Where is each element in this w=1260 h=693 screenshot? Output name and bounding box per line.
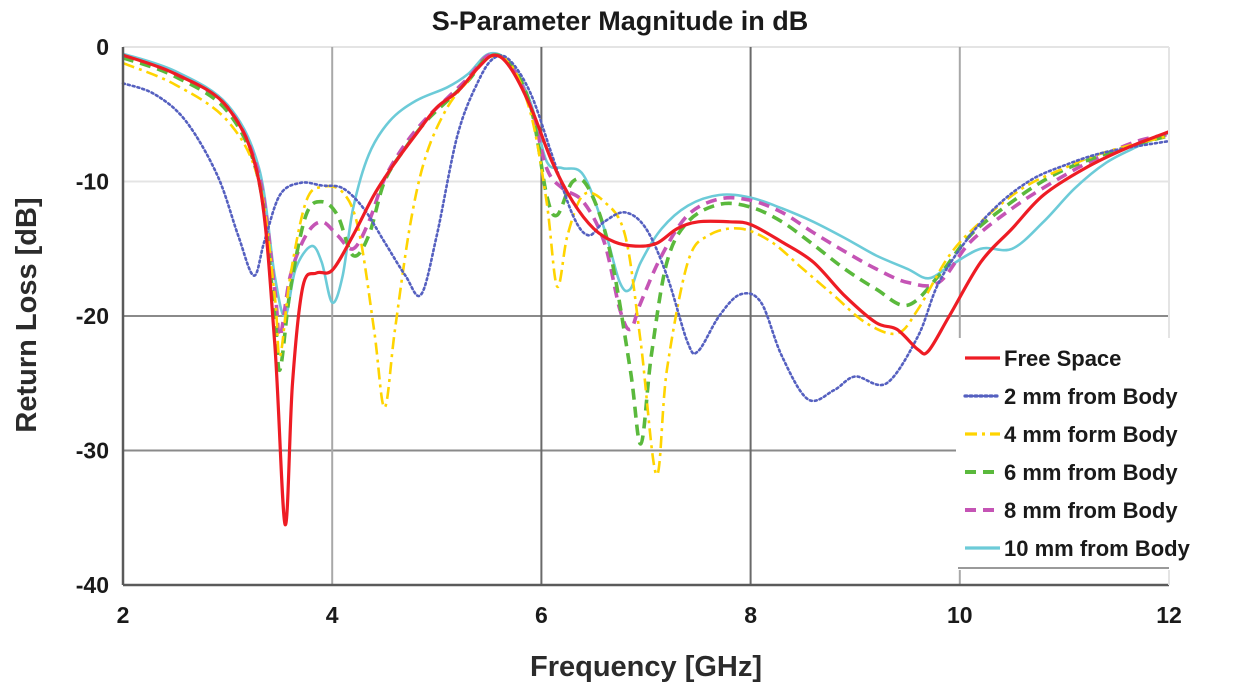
series-line-4-mm-form-body [122, 54, 1170, 477]
x-tick-label: 4 [326, 602, 339, 628]
series-line-2-mm-from-body [121, 54, 1171, 403]
legend-label: 8 mm from Body [1004, 498, 1178, 523]
y-tick-label: -30 [76, 438, 109, 464]
series-line-free-space [122, 53, 1170, 527]
x-tick-label: 10 [947, 602, 973, 628]
legend-label: Free Space [1004, 346, 1121, 371]
x-tick-label: 2 [117, 602, 130, 628]
legend: Free Space 2 mm from Body 4 mm form Body 6 … [956, 338, 1254, 570]
chart-title: S-Parameter Magnitude in dB [432, 6, 809, 36]
x-tick-label: 6 [535, 602, 548, 628]
legend-label: 6 mm from Body [1004, 460, 1178, 485]
legend-label: 4 mm form Body [1004, 422, 1178, 447]
y-tick-label: -40 [76, 572, 109, 598]
legend-label: 2 mm from Body [1004, 384, 1178, 409]
y-tick-label: -10 [76, 169, 109, 195]
x-tick-label: 12 [1156, 602, 1182, 628]
series-line-6-mm-from-body [122, 53, 1170, 446]
y-tick-label: 0 [96, 34, 109, 60]
y-axis-label: Return Loss [dB] [11, 197, 43, 432]
series-line-10-mm-from-body [122, 51, 1170, 318]
series-group [121, 51, 1171, 527]
series-line-8-mm-from-body [122, 52, 1170, 339]
axes: 0 -10 -20 -30 -40 2 4 6 8 10 12 [76, 34, 1182, 628]
x-axis-label: Frequency [GHz] [530, 651, 762, 683]
x-tick-label: 8 [744, 602, 757, 628]
y-tick-label: -20 [76, 303, 109, 329]
legend-box [956, 338, 1254, 570]
legend-label: 10 mm from Body [1004, 536, 1191, 561]
